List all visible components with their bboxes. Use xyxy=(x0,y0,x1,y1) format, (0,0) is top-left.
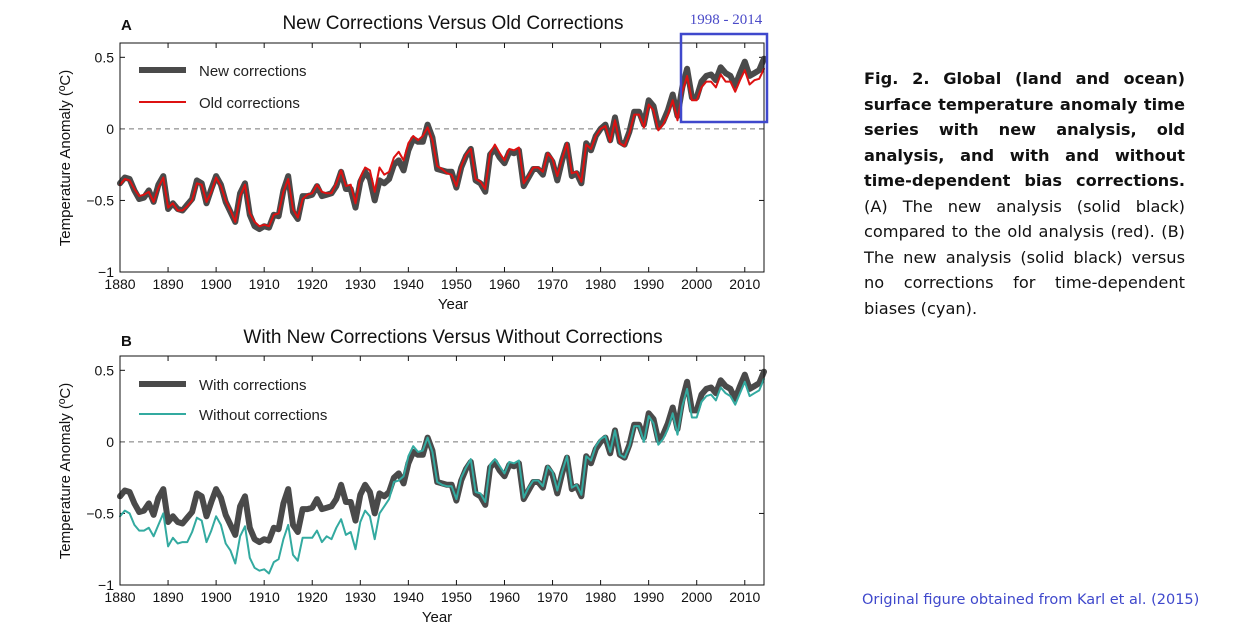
panel-b-ylabel: Temperature Anomaly (ºC) xyxy=(57,383,74,559)
caption-bold-text: Fig. 2. Global (land and ocean) surface … xyxy=(864,69,1185,190)
y-tick-label: 0 xyxy=(106,121,114,137)
y-tick-label: 0 xyxy=(106,434,114,450)
x-tick-label: 1970 xyxy=(537,589,568,605)
x-tick-label: 1950 xyxy=(441,589,472,605)
highlight-label: 1998 - 2014 xyxy=(690,12,763,28)
series-without-corrections xyxy=(119,377,765,575)
x-tick-label: 1900 xyxy=(201,276,232,292)
y-tick-label: 0.5 xyxy=(95,49,115,65)
x-tick-label: 1890 xyxy=(152,589,183,605)
legend-label-without: Without corrections xyxy=(199,407,327,424)
x-tick-label: 2010 xyxy=(729,589,760,605)
panel-b-xlabel: Year xyxy=(422,609,452,626)
x-tick-label: 1920 xyxy=(297,276,328,292)
x-tick-label: 2000 xyxy=(681,276,712,292)
chart-panel-a: A New Corrections Versus Old Corrections… xyxy=(57,12,769,313)
panel-a-frame xyxy=(119,42,765,273)
panel-b-legend: With corrections Without corrections xyxy=(139,377,327,424)
y-tick-label: −1 xyxy=(98,577,114,593)
panel-a-letter: A xyxy=(121,17,132,34)
caption-body-text: (A) The new analysis (solid black) compa… xyxy=(864,196,1185,318)
series-new-corrections xyxy=(117,55,767,233)
panel-b-ticks: 1880 1890 1900 1910 1920 1930 1940 1950 1960 1970… xyxy=(86,356,764,605)
panel-a-ticks: 1880 1890 1900 1910 1920 1930 1940 1950 1960 1970… xyxy=(86,43,764,292)
x-tick-label: 1960 xyxy=(489,589,520,605)
highlight-box xyxy=(679,32,769,124)
x-tick-label: 1960 xyxy=(489,276,520,292)
x-tick-label: 1980 xyxy=(585,276,616,292)
y-tick-label: −1 xyxy=(98,264,114,280)
chart-panel-b: B With New Corrections Versus Without Co… xyxy=(57,327,767,626)
x-tick-label: 1890 xyxy=(152,276,183,292)
panel-b-letter: B xyxy=(121,333,132,350)
legend-label-old: Old corrections xyxy=(199,95,300,112)
panel-a-ylabel: Temperature Anomaly (ºC) xyxy=(57,70,74,246)
panel-b-lines xyxy=(117,368,767,575)
x-tick-label: 1990 xyxy=(633,276,664,292)
x-tick-label: 2000 xyxy=(681,589,712,605)
x-tick-label: 1880 xyxy=(104,276,135,292)
panel-b-frame xyxy=(119,355,765,586)
x-tick-label: 1910 xyxy=(249,589,280,605)
figure-caption: Fig. 2. Global (land and ocean) surface … xyxy=(864,66,1185,321)
panel-a-lines xyxy=(117,55,767,233)
x-tick-label: 1950 xyxy=(441,276,472,292)
legend-label-new: New corrections xyxy=(199,63,307,80)
y-tick-label: −0.5 xyxy=(86,192,114,208)
series-old-corrections xyxy=(119,67,765,228)
x-tick-label: 1900 xyxy=(201,589,232,605)
x-tick-label: 1920 xyxy=(297,589,328,605)
panel-a-legend: New corrections Old corrections xyxy=(139,63,307,112)
y-tick-label: −0.5 xyxy=(86,505,114,521)
panel-a-title: New Corrections Versus Old Corrections xyxy=(282,13,623,34)
x-tick-label: 1910 xyxy=(249,276,280,292)
x-tick-label: 1940 xyxy=(393,276,424,292)
y-tick-label: 0.5 xyxy=(95,362,115,378)
x-tick-label: 1990 xyxy=(633,589,664,605)
x-tick-label: 1880 xyxy=(104,589,135,605)
x-tick-label: 2010 xyxy=(729,276,760,292)
x-tick-label: 1930 xyxy=(345,276,376,292)
x-tick-label: 1930 xyxy=(345,589,376,605)
panel-a-xlabel: Year xyxy=(438,296,468,313)
x-tick-label: 1970 xyxy=(537,276,568,292)
attribution-text: Original figure obtained from Karl et al… xyxy=(862,592,1200,608)
x-tick-label: 1980 xyxy=(585,589,616,605)
panel-b-title: With New Corrections Versus Without Corr… xyxy=(243,327,662,348)
legend-label-with: With corrections xyxy=(199,377,307,394)
x-tick-label: 1940 xyxy=(393,589,424,605)
